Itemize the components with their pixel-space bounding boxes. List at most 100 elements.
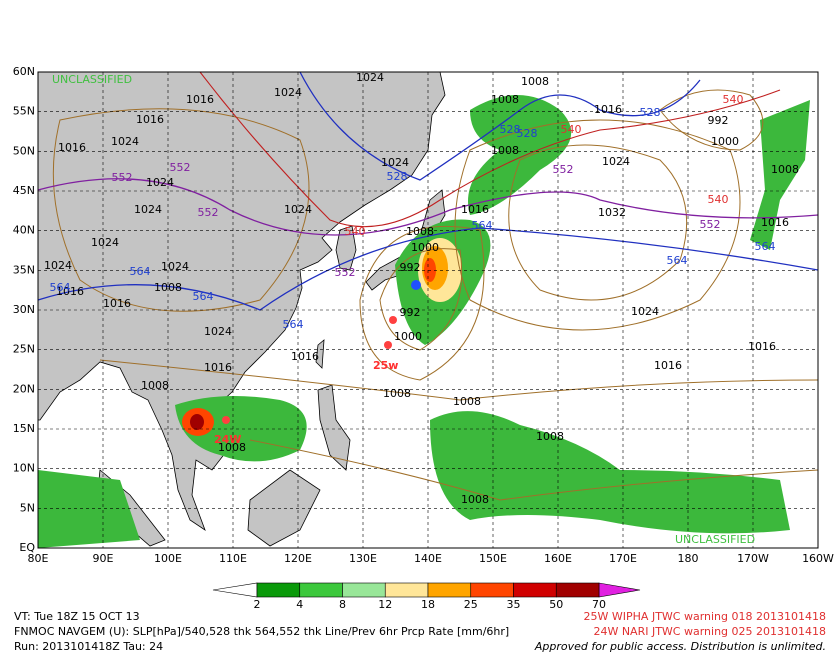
contour-label: 564 xyxy=(50,281,71,294)
colorbar-label: 50 xyxy=(549,598,563,611)
thickness-528 xyxy=(299,71,701,181)
contour-label: 992 xyxy=(400,306,421,319)
contour-label: 1024 xyxy=(631,305,659,318)
isobar xyxy=(379,248,463,351)
contour-label: 1016 xyxy=(204,361,232,374)
lon-label: 90E xyxy=(93,552,114,565)
contour-label: 1024 xyxy=(356,71,384,84)
contour-label: 1000 xyxy=(711,135,739,148)
map-area: UNCLASSIFIED UNCLASSIFIED 25w 24W xyxy=(37,71,819,549)
isobar xyxy=(508,144,688,301)
lat-label: 35N xyxy=(13,263,35,276)
contour-label: 1016 xyxy=(136,113,164,126)
contour-label: 1016 xyxy=(654,359,682,372)
lon-label: 160E xyxy=(544,552,572,565)
contour-label: 1016 xyxy=(103,297,131,310)
colorbar-label: 8 xyxy=(339,598,346,611)
lat-label: 25N xyxy=(13,343,35,356)
contour-label: 1024 xyxy=(602,155,630,168)
contour-label: 992 xyxy=(400,261,421,274)
storm-track xyxy=(389,316,397,324)
contour-label: 1008 xyxy=(491,93,519,106)
colorbar-segment xyxy=(342,582,386,598)
classification: UNCLASSIFIED xyxy=(52,73,132,86)
contour-label: 540 xyxy=(723,93,744,106)
contour-label: 564 xyxy=(755,240,776,253)
isobar xyxy=(359,225,485,381)
contour-label: 1024 xyxy=(284,203,312,216)
thickness-552 xyxy=(37,178,819,236)
contour-label: 1024 xyxy=(161,260,189,273)
contour-label: 540 xyxy=(708,193,729,206)
lon-label: 100E xyxy=(154,552,182,565)
colorbar-label: 12 xyxy=(378,598,392,611)
colorbar-segment xyxy=(555,582,600,598)
colorbar-label: 4 xyxy=(296,598,303,611)
contour-label: 1016 xyxy=(186,93,214,106)
precip xyxy=(38,470,140,548)
contour-label: 1016 xyxy=(56,285,84,298)
philippines xyxy=(317,384,351,471)
contour-label: 1024 xyxy=(204,325,232,338)
isobar xyxy=(249,439,819,501)
contour-label: 1016 xyxy=(748,340,776,353)
isobar xyxy=(659,89,764,151)
classification: UNCLASSIFIED xyxy=(675,533,755,546)
contour-label: 1008 xyxy=(154,281,182,294)
contour-label: 1008 xyxy=(218,441,246,454)
contour-label: 1008 xyxy=(141,379,169,392)
thickness-540 xyxy=(199,71,781,228)
contour-label: 564 xyxy=(283,318,304,331)
lon-label: 180 xyxy=(678,552,699,565)
contour-label: 1008 xyxy=(771,163,799,176)
contour-label: 1024 xyxy=(111,135,139,148)
contour-label: 564 xyxy=(667,254,688,267)
contour-label: 1016 xyxy=(461,203,489,216)
isobar xyxy=(454,119,741,331)
contour-label: 552 xyxy=(335,266,356,279)
lon-label: 130E xyxy=(349,552,377,565)
warning: 24W NARI JTWC warning 025 2013101418 xyxy=(593,625,826,638)
lat-label: 15N xyxy=(13,422,35,435)
storm-center xyxy=(411,280,421,290)
lon-label: 150E xyxy=(479,552,507,565)
contour-label: 1024 xyxy=(134,203,162,216)
contour-label: 552 xyxy=(112,171,133,184)
borneo xyxy=(247,469,321,547)
taiwan xyxy=(315,339,325,369)
contour-label: 1000 xyxy=(411,241,439,254)
colorbar-segment xyxy=(427,582,472,598)
contour-label: 552 xyxy=(553,163,574,176)
lat-label: EQ xyxy=(19,541,35,554)
colorbar-label: 35 xyxy=(507,598,521,611)
contour-label: 540 xyxy=(345,225,366,238)
contour-label: 528 xyxy=(640,106,661,119)
release-note: Approved for public access. Distribution… xyxy=(534,640,826,653)
contour-label: 564 xyxy=(193,290,214,303)
lon-label: 160W xyxy=(802,552,834,565)
lat-label: 20N xyxy=(13,382,35,395)
lon-label: 110E xyxy=(219,552,247,565)
storm-label: 24W xyxy=(214,433,241,446)
contour-label: 1024 xyxy=(91,236,119,249)
lat-label: 30N xyxy=(13,303,35,316)
lon-label: 170W xyxy=(737,552,769,565)
contour-label: 1008 xyxy=(461,493,489,506)
precip xyxy=(750,100,810,250)
colorbar-segment xyxy=(513,582,557,598)
isobar xyxy=(99,359,819,401)
storm-label: 25w xyxy=(373,359,398,372)
colorbar-label: 2 xyxy=(254,598,261,611)
lon-label: 80E xyxy=(28,552,49,565)
warning: 25W WIPHA JTWC warning 018 2013101418 xyxy=(584,610,826,623)
lat-label: 50N xyxy=(13,144,35,157)
colorbar-segment xyxy=(384,582,429,598)
contour-label: 1024 xyxy=(381,156,409,169)
contour-label: 1024 xyxy=(146,176,174,189)
lat-label: 55N xyxy=(13,105,35,118)
thickness-564 xyxy=(37,227,819,311)
contour-label: 552 xyxy=(198,206,219,219)
contour-label: 552 xyxy=(170,161,191,174)
contour-label: 1032 xyxy=(598,206,626,219)
